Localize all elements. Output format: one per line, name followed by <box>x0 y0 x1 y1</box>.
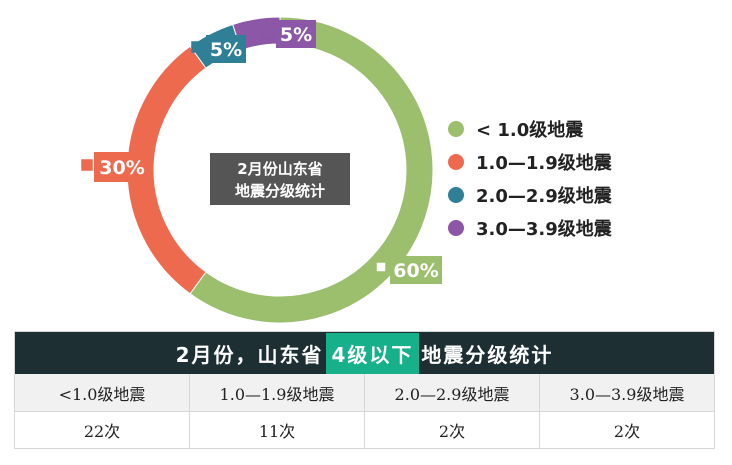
donut-chart: 60% 30% 5% 5% 2月份山东省 地震分级统计 <box>81 16 442 324</box>
callout-box <box>94 152 150 182</box>
legend-item: 2.0—2.9级地震 <box>448 178 612 211</box>
callout-box <box>206 35 246 63</box>
legend-swatch <box>448 120 464 137</box>
table-header-cell: 3.0—3.9级地震 <box>569 384 685 404</box>
table-row: 22次 11次 2次 2次 <box>15 411 714 448</box>
slice-value-label: 5% <box>280 24 312 46</box>
legend-item: < 1.0级地震 <box>448 112 612 145</box>
slice-value-label: 5% <box>210 39 242 61</box>
table-header-cell: 1.0—1.9级地震 <box>190 374 365 411</box>
center-label-box <box>210 153 350 205</box>
callout-box <box>276 20 316 48</box>
legend-label: 2.0—2.9级地震 <box>476 185 612 207</box>
slice-value-label: 60% <box>393 260 438 282</box>
legend-swatch <box>448 219 464 236</box>
callout-marker <box>375 261 387 273</box>
center-label-line2: 地震分级统计 <box>235 182 325 200</box>
table-header-cell: 2.0—2.9级地震 <box>365 374 540 411</box>
center-label-line1: 2月份山东省 <box>237 160 322 178</box>
table-cell-count: 2次 <box>365 411 540 448</box>
table-cell-count: 11次 <box>190 411 365 448</box>
stats-table: 2月份，山东省 4级以下 地震分级统计 <1.0级地震 1.0—1.9级地震 2… <box>14 331 715 449</box>
legend-label: 1.0—1.9级地震 <box>476 152 612 174</box>
legend-swatch <box>448 153 464 170</box>
legend-item: 1.0—1.9级地震 <box>448 145 612 178</box>
table-title-suffix: 地震分级统计 <box>421 342 554 367</box>
table-cell-count: 2次 <box>540 411 714 448</box>
table-header-cell: <1.0级地震 <box>15 374 190 411</box>
table-title-prefix: 2月份，山东省 <box>175 342 324 367</box>
callout-box <box>390 256 442 284</box>
callout-marker <box>191 41 203 53</box>
table-header-row: <1.0级地震 1.0—1.9级地震 2.0—2.9级地震 3.0—3.9级地震 <box>15 374 714 411</box>
callout-marker <box>81 159 93 171</box>
table-title-highlight: 4级以下 <box>325 332 420 374</box>
table-cell-count: 22次 <box>15 411 190 448</box>
slice-value-label: 30% <box>99 157 144 179</box>
chart-legend: < 1.0级地震 1.0—1.9级地震 2.0—2.9级地震 3.0—3.9级地… <box>448 112 612 244</box>
legend-swatch <box>448 186 464 203</box>
donut-slice <box>189 16 434 324</box>
legend-label: < 1.0级地震 <box>476 119 584 141</box>
callout-marker <box>262 28 274 40</box>
legend-label: 3.0—3.9级地震 <box>476 218 612 240</box>
legend-item: 3.0—3.9级地震 <box>448 211 612 244</box>
table-title: 2月份，山东省 4级以下 地震分级统计 <box>15 332 714 374</box>
